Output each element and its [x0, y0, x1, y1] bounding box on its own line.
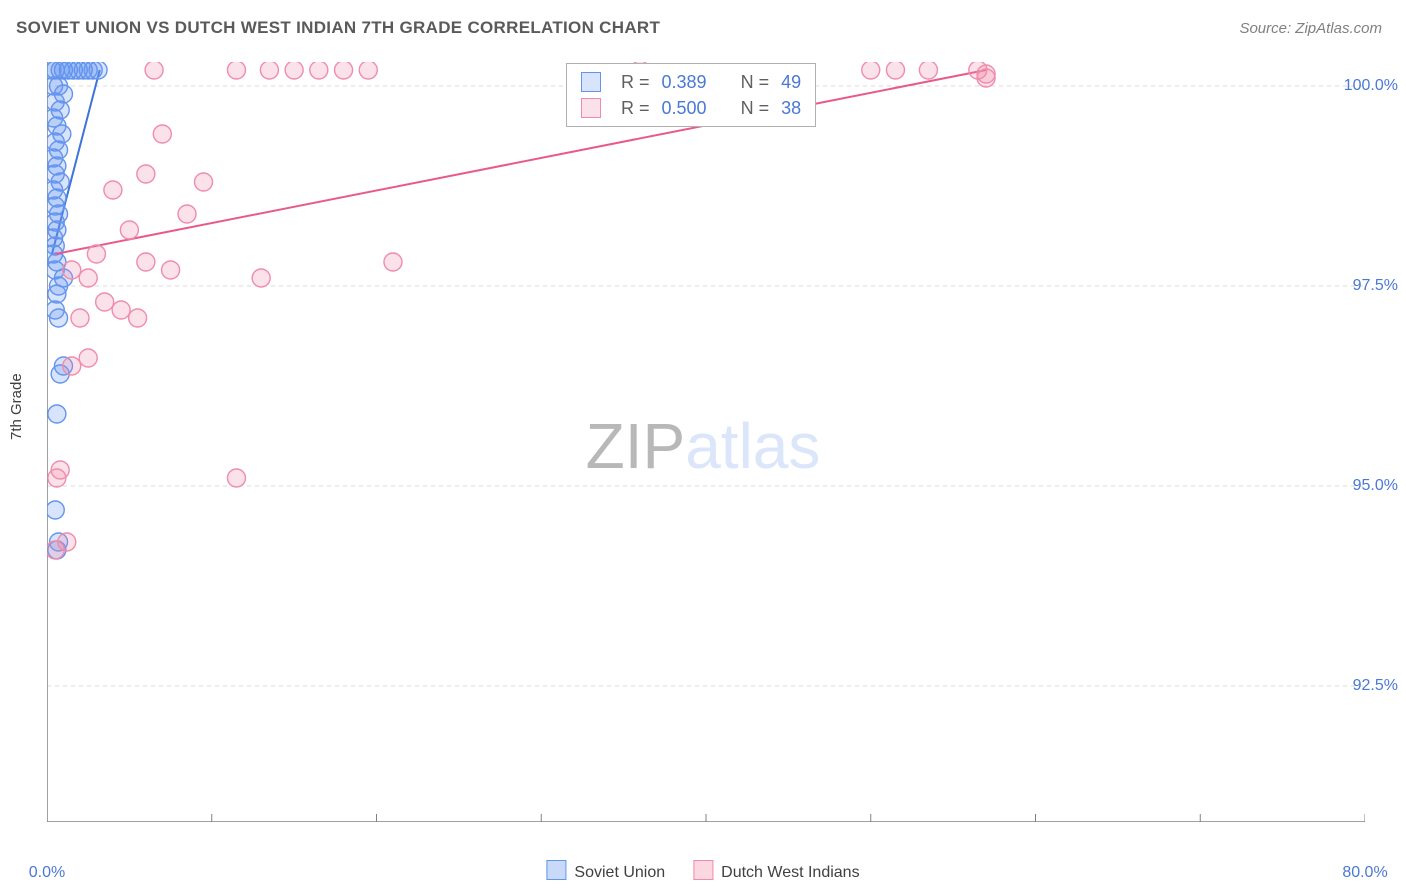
- chart-title: SOVIET UNION VS DUTCH WEST INDIAN 7TH GR…: [16, 18, 660, 38]
- stat-r-label: R =: [621, 69, 650, 95]
- stat-n-value: 49: [781, 69, 801, 95]
- y-tick-label: 100.0%: [1344, 77, 1398, 95]
- series-legend: Soviet Union Dutch West Indians: [546, 860, 859, 882]
- x-tick-label: 0.0%: [29, 864, 65, 882]
- y-tick-label: 95.0%: [1353, 477, 1398, 495]
- scatter-plot: [47, 62, 1365, 822]
- legend-item: Dutch West Indians: [693, 860, 859, 882]
- source-attribution: Source: ZipAtlas.com: [1239, 20, 1382, 37]
- legend-swatch: [581, 98, 601, 118]
- stat-r-label: R =: [621, 95, 650, 121]
- legend-swatch: [546, 860, 566, 880]
- legend-swatch: [581, 72, 601, 92]
- legend-item: Soviet Union: [546, 860, 665, 882]
- y-tick-label: 97.5%: [1353, 277, 1398, 295]
- legend-label: Dutch West Indians: [721, 864, 859, 881]
- stat-n-value: 38: [781, 95, 801, 121]
- stat-r-value: 0.500: [662, 95, 707, 121]
- stats-row: R = 0.389 N = 49: [581, 69, 801, 95]
- stats-row: R = 0.500 N = 38: [581, 95, 801, 121]
- correlation-stats-box: R = 0.389 N = 49R = 0.500 N = 38: [566, 63, 816, 127]
- legend-label: Soviet Union: [574, 864, 665, 881]
- legend-swatch: [693, 860, 713, 880]
- stat-n-label: N =: [741, 69, 770, 95]
- x-tick-label: 80.0%: [1342, 864, 1387, 882]
- y-tick-label: 92.5%: [1353, 677, 1398, 695]
- stat-r-value: 0.389: [662, 69, 707, 95]
- y-axis-label: 7th Grade: [8, 373, 25, 440]
- stat-n-label: N =: [741, 95, 770, 121]
